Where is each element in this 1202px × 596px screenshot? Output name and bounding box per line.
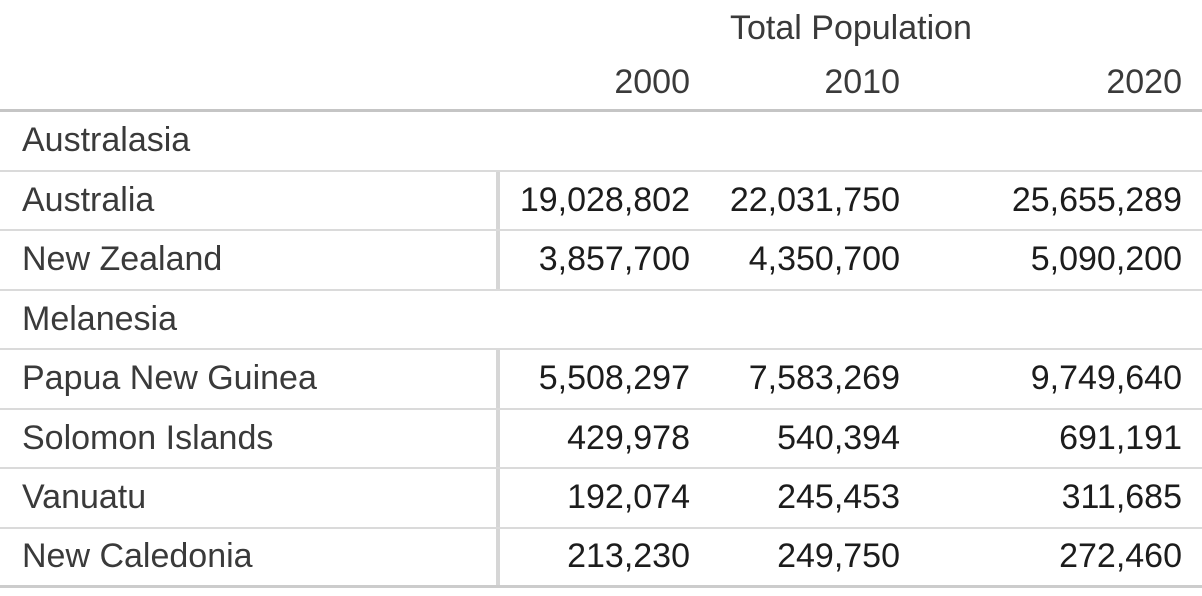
table-row-new-zealand: New Zealand 3,857,700 4,350,700 5,090,20… <box>0 231 1202 291</box>
column-header-2020: 2020 <box>1106 63 1182 101</box>
group-label: Australasia <box>22 121 191 160</box>
population-cell-2020: 25,655,289 <box>1011 180 1182 219</box>
population-cell-2000: 213,230 <box>567 537 690 576</box>
group-row-australasia: Australasia <box>0 112 1202 172</box>
population-cell-2010: 249,750 <box>777 537 900 576</box>
table-header: Total Population 2000 2010 2020 <box>0 0 1202 112</box>
country-cell: Australia <box>0 171 500 229</box>
country-cell: Papua New Guinea <box>0 350 500 408</box>
population-cell-2010: 540,394 <box>777 418 900 457</box>
population-cell-2010: 4,350,700 <box>748 240 900 279</box>
header-corner-spacer <box>0 0 500 56</box>
population-cell-2000: 5,508,297 <box>538 359 690 398</box>
column-header-2000: 2000 <box>614 63 690 101</box>
population-cell-2010: 245,453 <box>777 478 900 517</box>
population-cell-2000: 429,978 <box>567 418 690 457</box>
table-row-vanuatu: Vanuatu 192,074 245,453 311,685 <box>0 469 1202 529</box>
population-cell-2020: 9,749,640 <box>1030 359 1182 398</box>
population-cell-2000: 192,074 <box>567 478 690 517</box>
header-row-spacer <box>0 56 500 109</box>
group-row-melanesia: Melanesia <box>0 291 1202 350</box>
country-cell: New Zealand <box>0 231 500 289</box>
population-cell-2020: 311,685 <box>1061 478 1182 517</box>
population-cell-2020: 272,460 <box>1059 537 1182 576</box>
group-label: Melanesia <box>22 299 177 338</box>
country-cell: Vanuatu <box>0 469 500 527</box>
column-header-2010: 2010 <box>824 63 900 101</box>
population-cell-2000: 19,028,802 <box>519 180 690 219</box>
population-cell-2010: 22,031,750 <box>729 180 900 219</box>
population-cell-2000: 3,857,700 <box>538 240 690 279</box>
table-row-papua-new-guinea: Papua New Guinea 5,508,297 7,583,269 9,7… <box>0 350 1202 410</box>
table-title: Total Population <box>730 8 972 47</box>
population-cell-2010: 7,583,269 <box>748 359 900 398</box>
population-cell-2020: 691,191 <box>1059 418 1182 457</box>
country-cell: New Caledonia <box>0 528 500 585</box>
table-row-australia: Australia 19,028,802 22,031,750 25,655,2… <box>0 171 1202 231</box>
country-cell: Solomon Islands <box>0 409 500 467</box>
table-row-solomon-islands: Solomon Islands 429,978 540,394 691,191 <box>0 409 1202 469</box>
table-row-new-caledonia: New Caledonia 213,230 249,750 272,460 <box>0 528 1202 588</box>
population-cell-2020: 5,090,200 <box>1030 240 1182 279</box>
